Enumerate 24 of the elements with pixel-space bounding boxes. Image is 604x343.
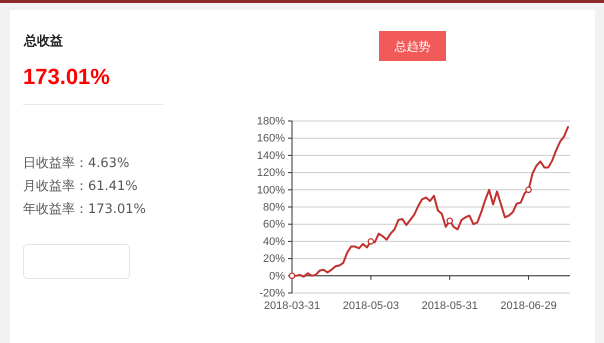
y-tick-label: 160% [256,132,286,145]
text: 日收益率：4.63% [23,155,130,171]
x-tick-label: 2018-06-29 [500,300,557,312]
text: 173.01% [23,64,110,89]
point [368,238,374,245]
y-tick-label: 0% [269,270,286,282]
x-tick-label: 2018-03-31 [264,300,320,312]
y-tick-label: 40% [262,236,286,248]
y-tick-label: 20% [262,253,286,266]
text: 年收益率：173.01% [23,201,146,217]
y-tick-label: 100% [256,184,286,196]
y-tick-label: 60% [262,218,286,231]
y-tick-label: 120% [256,167,286,180]
point [525,186,532,194]
y-tick-label: -20% [259,288,286,300]
point [446,217,454,224]
x-tick-label: 2018-05-03 [342,300,399,312]
y-tick-label: 180% [256,116,286,128]
text: 总收益 [23,33,63,49]
y-tick-label: 140% [256,150,286,162]
text: 月收益率：61.41% [23,178,138,194]
x-tick-label: 2018-05-31 [422,300,478,312]
y-tick-label: 80% [262,202,286,214]
chart-title: 总趋势 [394,40,430,54]
